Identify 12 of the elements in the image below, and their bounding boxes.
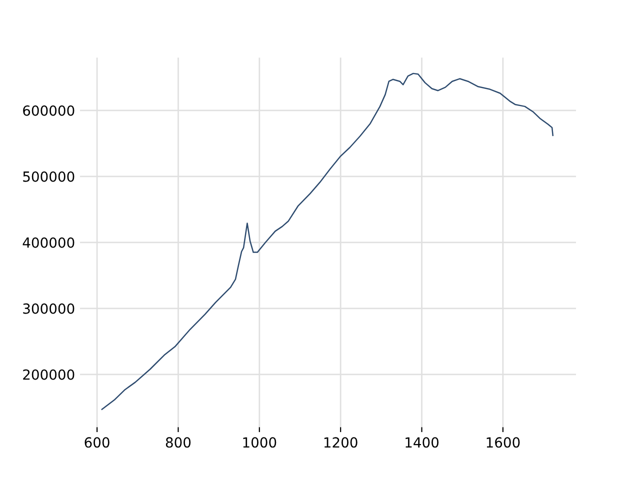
y-tick-label: 300000 (23, 303, 74, 314)
x-tick-label: 1400 (406, 437, 439, 448)
x-tick-label: 1200 (324, 437, 358, 448)
y-tick-label: 400000 (22, 237, 74, 248)
y-tick-label: 200000 (23, 369, 74, 380)
y-tick-label: 600000 (23, 105, 74, 116)
y-tick-label: 500000 (23, 171, 74, 182)
x-tick-label: 600 (84, 437, 110, 448)
x-tick-label: 1600 (486, 437, 520, 448)
x-tick-label: 800 (166, 437, 191, 448)
x-tick-label: 1000 (243, 437, 276, 448)
line-series (101, 72, 554, 410)
